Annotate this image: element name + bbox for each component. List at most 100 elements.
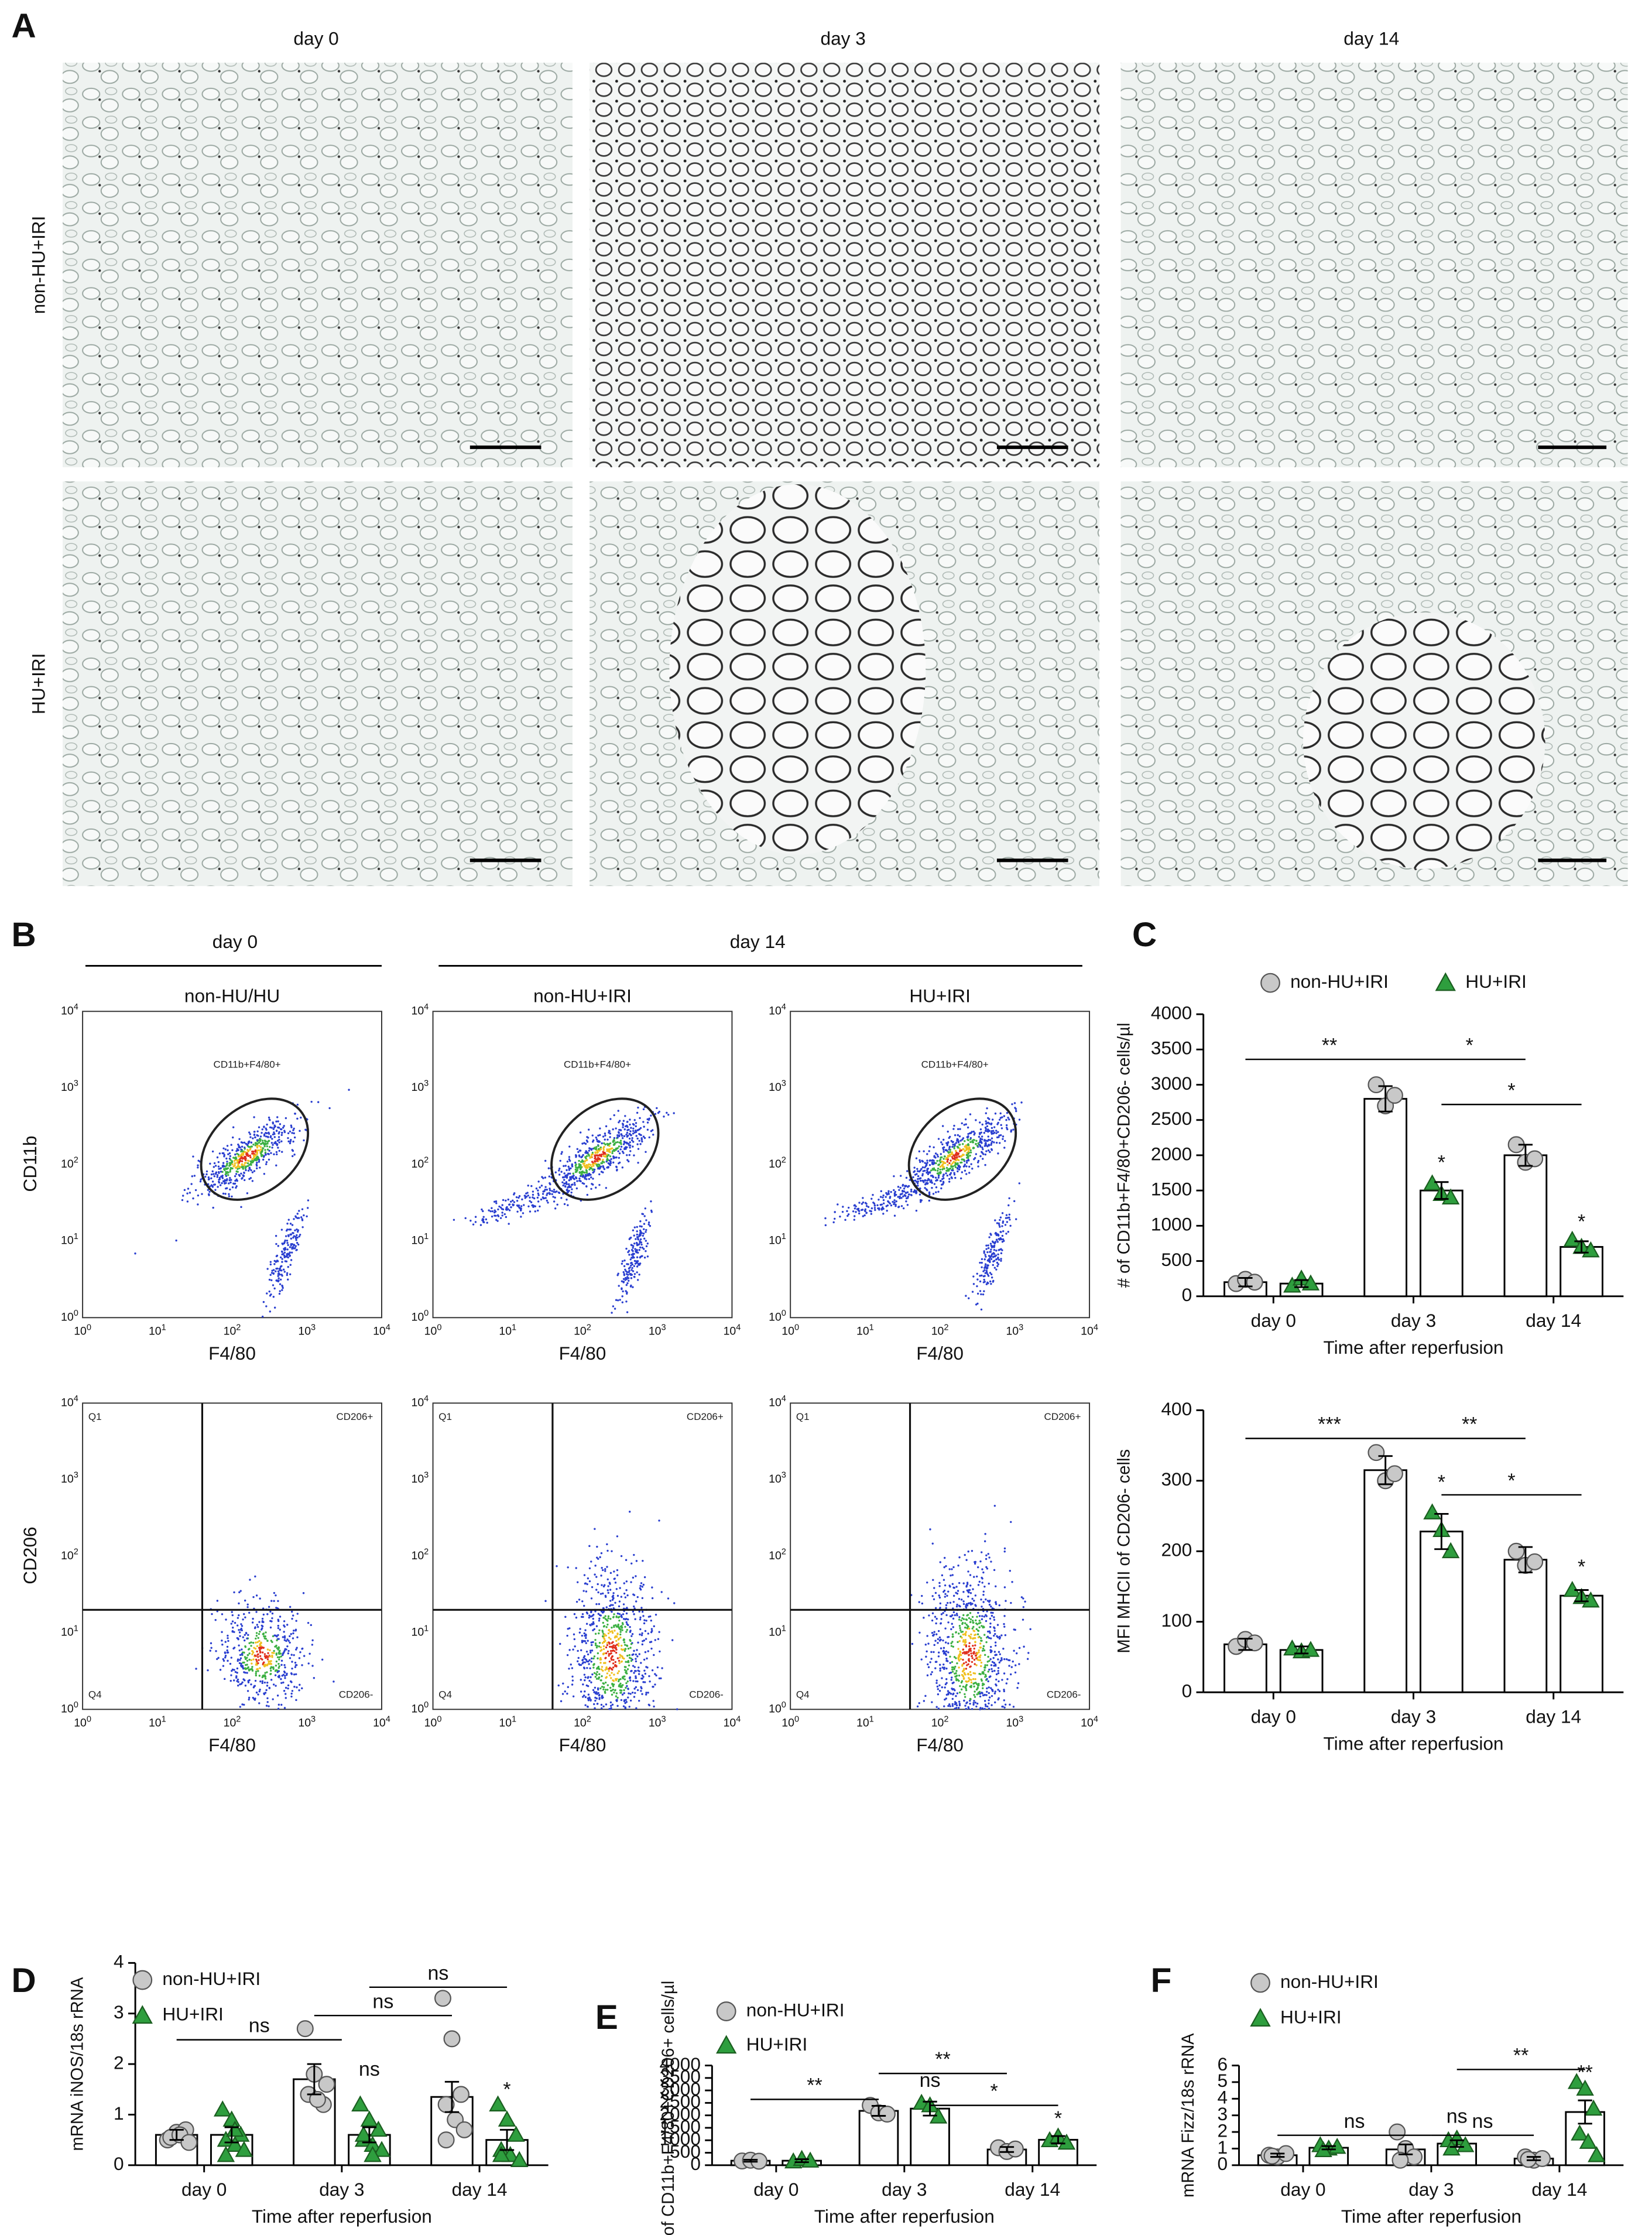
flow-tick-label: 102 — [224, 1714, 241, 1730]
flow-dot — [269, 1626, 272, 1629]
flow-dot — [580, 1180, 582, 1183]
flow-dot — [287, 1256, 289, 1259]
x-axis-label: F4/80 — [559, 1343, 606, 1364]
flow-dot — [937, 1138, 940, 1140]
tick-base: 10 — [298, 1325, 311, 1338]
flow-dot — [988, 1637, 990, 1640]
flow-dot — [482, 1210, 484, 1213]
flow-dot — [1002, 1220, 1005, 1223]
flow-dot — [587, 1640, 589, 1642]
flow-dot — [925, 1163, 928, 1165]
flow-dot — [275, 1644, 277, 1647]
flow-dot — [243, 1164, 246, 1166]
flow-dot — [593, 1170, 595, 1173]
flow-dot — [252, 1651, 255, 1654]
flow-dot — [893, 1202, 896, 1204]
flow-dot — [241, 1625, 244, 1627]
flow-dot — [933, 1651, 935, 1654]
flow-dot — [995, 1684, 998, 1687]
flow-dot — [937, 1155, 939, 1158]
flow-dot — [279, 1283, 282, 1285]
flow-tick-label: 102 — [769, 1155, 786, 1170]
flow-dot — [635, 1600, 638, 1603]
flow-dot — [987, 1244, 989, 1247]
flow-dot — [197, 1166, 199, 1169]
flow-dot — [958, 1666, 960, 1669]
flow-dot — [637, 1148, 640, 1150]
flow-dot — [969, 1671, 972, 1673]
flow-dot — [651, 1597, 654, 1600]
flow-dot — [995, 1678, 998, 1681]
flow-dot — [611, 1599, 614, 1601]
flow-dot — [633, 1243, 636, 1245]
flow-dot — [263, 1681, 266, 1684]
flow-dot — [612, 1688, 614, 1691]
flow-dot — [993, 1692, 996, 1695]
flow-dot — [602, 1696, 604, 1699]
flow-dot — [646, 1666, 649, 1669]
flow-dot — [645, 1240, 647, 1242]
flow-dot — [608, 1645, 611, 1648]
flow-dot — [650, 1209, 653, 1212]
flow-dot — [985, 1554, 988, 1556]
flow-dot — [268, 1158, 270, 1161]
flow-dot — [633, 1119, 636, 1121]
flow-dot — [639, 1238, 642, 1241]
flow-dot — [999, 1659, 1002, 1662]
flow-dot — [256, 1624, 259, 1626]
flow-dot — [273, 1600, 275, 1602]
flow-dot — [952, 1128, 955, 1130]
flow-dot — [980, 1637, 982, 1640]
flow-dot — [256, 1641, 259, 1644]
flow-dot — [950, 1679, 952, 1681]
flow-dot — [955, 1158, 958, 1161]
flow-dot — [938, 1596, 941, 1599]
flow-dot — [952, 1144, 954, 1146]
flow-dot — [474, 1221, 477, 1223]
flow-dot — [576, 1180, 578, 1182]
flow-dot — [629, 1123, 631, 1126]
flow-dot — [953, 1172, 955, 1174]
flow-dot — [585, 1155, 588, 1158]
flow-dot — [644, 1651, 647, 1654]
flow-dot — [643, 1619, 646, 1621]
flow-dot — [272, 1284, 275, 1286]
flow-dot — [602, 1648, 605, 1650]
flow-dot — [953, 1173, 956, 1176]
flow-dot — [944, 1641, 947, 1644]
flow-dot — [280, 1664, 283, 1666]
flow-dot — [260, 1148, 262, 1151]
flow-dot — [244, 1639, 246, 1642]
flow-dot — [1005, 1124, 1008, 1127]
flow-dot — [971, 1657, 974, 1659]
flow-dot — [134, 1252, 136, 1255]
flow-dot — [976, 1687, 979, 1690]
flow-dot — [618, 1619, 621, 1622]
flow-dot — [310, 1624, 313, 1627]
flow-dot — [273, 1652, 275, 1654]
tick-base: 10 — [424, 1325, 437, 1338]
flow-dot — [620, 1614, 623, 1617]
flow-dot — [263, 1125, 265, 1128]
flow-dot — [965, 1295, 967, 1297]
flow-dot — [587, 1660, 589, 1663]
flow-dot — [239, 1659, 241, 1661]
flow-dot — [900, 1205, 903, 1207]
flow-dot — [995, 1585, 997, 1587]
flow-dot — [941, 1574, 944, 1577]
flow-dot — [998, 1224, 1000, 1226]
flow-dot — [301, 1648, 303, 1650]
flow-dot — [272, 1698, 274, 1700]
flow-dot — [980, 1665, 982, 1668]
flow-dot — [263, 1665, 266, 1668]
flow-dot — [983, 1683, 985, 1686]
flow-dot — [984, 1676, 986, 1678]
flow-dot — [520, 1205, 523, 1207]
flow-dot — [181, 1199, 184, 1202]
flow-dot — [645, 1638, 647, 1640]
flow-dot — [263, 1653, 266, 1655]
flow-dot — [276, 1647, 279, 1649]
flow-dot — [945, 1607, 947, 1609]
flow-dot — [966, 1680, 968, 1683]
flow-dot — [221, 1643, 224, 1646]
